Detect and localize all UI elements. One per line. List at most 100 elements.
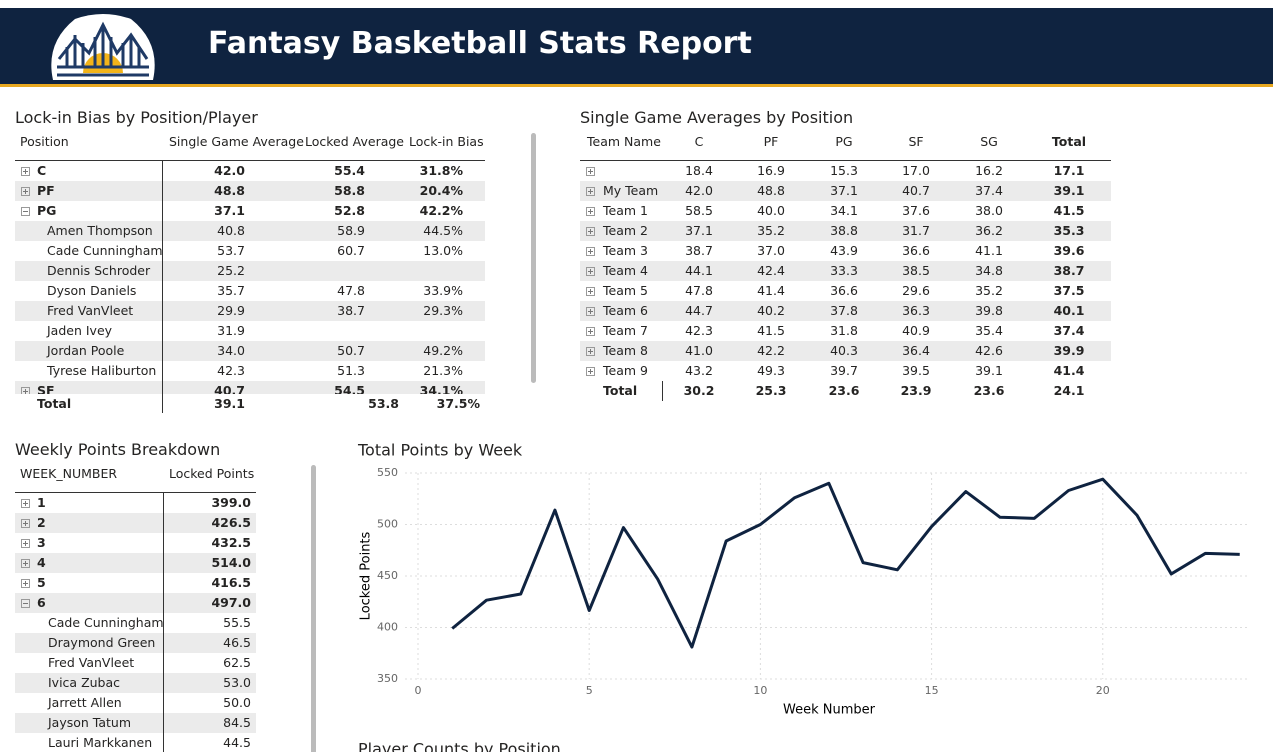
cell: 39.6 [1053,243,1085,258]
group-label: 4 [37,555,46,570]
row-band [580,301,1111,321]
group-label: PG [37,203,57,218]
cell: 37.4 [1053,323,1085,338]
cell: 42.3 [217,363,245,378]
x-tick-label: 0 [415,684,422,697]
group-label: 6 [37,595,46,610]
y-tick-label: 350 [377,672,398,685]
total-cell: 24.1 [1053,383,1085,398]
row-label: Dyson Daniels [47,283,137,298]
row-label: Fred VanVleet [48,655,135,670]
expand-icon [586,227,595,236]
collapse-icon [21,599,30,608]
group-label: 1 [37,495,46,510]
row-band [15,513,256,533]
header-rule [15,160,485,161]
scrollbar [311,465,316,752]
cell: 399.0 [211,495,251,510]
cell: 50.7 [337,343,365,358]
column-header: WEEK_NUMBER [20,466,118,481]
icon-line [590,249,591,254]
x-tick-label: 15 [925,684,939,697]
cell: 44.7 [685,303,713,318]
column-header: PG [835,134,853,149]
cell: 36.6 [830,283,858,298]
row-label: Jarrett Allen [48,695,122,710]
scrollbar [531,133,536,383]
total-cell: 23.6 [828,383,860,398]
row-label: Cade Cunningham [48,615,164,630]
cell: 37.0 [757,243,785,258]
cell: 42.0 [685,183,713,198]
row-label: Fred VanVleet [47,303,134,318]
cell: 17.0 [902,163,930,178]
expand-icon [21,387,30,394]
cell: 37.4 [975,183,1003,198]
x-tick-label: 10 [753,684,767,697]
table-body: 1 399.0 2 426.5 3 432.5 4 514.0 5 416.5 6 497.0 Cade… [0,493,300,752]
cell: 20.4% [419,183,463,198]
logo [51,14,155,80]
cell: 34.8 [975,263,1003,278]
cell: 40.3 [830,343,858,358]
row-band [15,673,256,693]
cell: 29.6 [902,283,930,298]
cell: 35.7 [217,283,245,298]
row-band [580,221,1111,241]
cell: 36.3 [902,303,930,318]
row-band [15,633,256,653]
icon-line [590,309,591,314]
expand-icon [586,187,595,196]
y-tick-label: 400 [377,621,398,634]
row-band [15,221,485,241]
icon-line [590,369,591,374]
x-axis-title: Week Number [783,703,876,718]
icon-line [590,269,591,274]
row-label: Cade Cunningham [47,243,163,258]
cell: 426.5 [211,515,251,530]
cell: 29.9 [217,303,245,318]
cell: 35.2 [757,223,785,238]
cell: 62.5 [223,655,251,670]
cell: 37.1 [830,183,858,198]
cell: 46.5 [223,635,251,650]
cell: 38.7 [685,243,713,258]
cell: 44.5 [223,735,251,750]
icon-line [590,189,591,194]
report-title: Fantasy Basketball Stats Report [208,26,752,61]
x-tick-label: 20 [1096,684,1110,697]
column-header: Locked Average [305,134,404,149]
cell: 58.9 [337,223,365,238]
cell: 35.2 [975,283,1003,298]
cell: 39.1 [975,363,1003,378]
icon-line [590,229,591,234]
cell: 41.4 [757,283,785,298]
icon-line [590,329,591,334]
y-tick-label: 500 [377,518,398,531]
icon-line [590,289,591,294]
row-band [15,381,485,394]
row-label: Team 6 [603,303,648,318]
cell: 40.8 [217,223,245,238]
row-band [15,301,485,321]
expand-icon [21,499,30,508]
cell: 31.7 [902,223,930,238]
row-label: Team 5 [603,283,648,298]
cell: 44.5% [423,223,463,238]
column-header: Position [20,134,69,149]
cell: 34.1 [830,203,858,218]
cell: 41.1 [975,243,1003,258]
row-label: Team 9 [603,363,648,378]
table-body: C 42.0 55.4 31.8% PF 48.8 58.8 20.4% PG 37.1 52.8 4… [0,161,486,394]
cell: 13.0% [423,243,463,258]
cell: 42.4 [757,263,785,278]
cell: 51.3 [337,363,365,378]
row-label: Team 3 [603,243,648,258]
cell: 21.3% [423,363,463,378]
cell: 38.8 [830,223,858,238]
y-tick-label: 450 [377,569,398,582]
icon-line [25,581,26,586]
cell: 35.3 [1053,223,1085,238]
